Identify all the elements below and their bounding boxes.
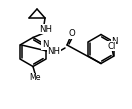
Text: Cl: Cl [107,42,116,51]
Text: Me: Me [29,73,41,82]
Text: N: N [42,40,48,49]
Text: O: O [69,30,75,38]
Text: N: N [111,37,118,46]
Text: NH: NH [48,48,60,56]
Text: NH: NH [39,25,53,33]
